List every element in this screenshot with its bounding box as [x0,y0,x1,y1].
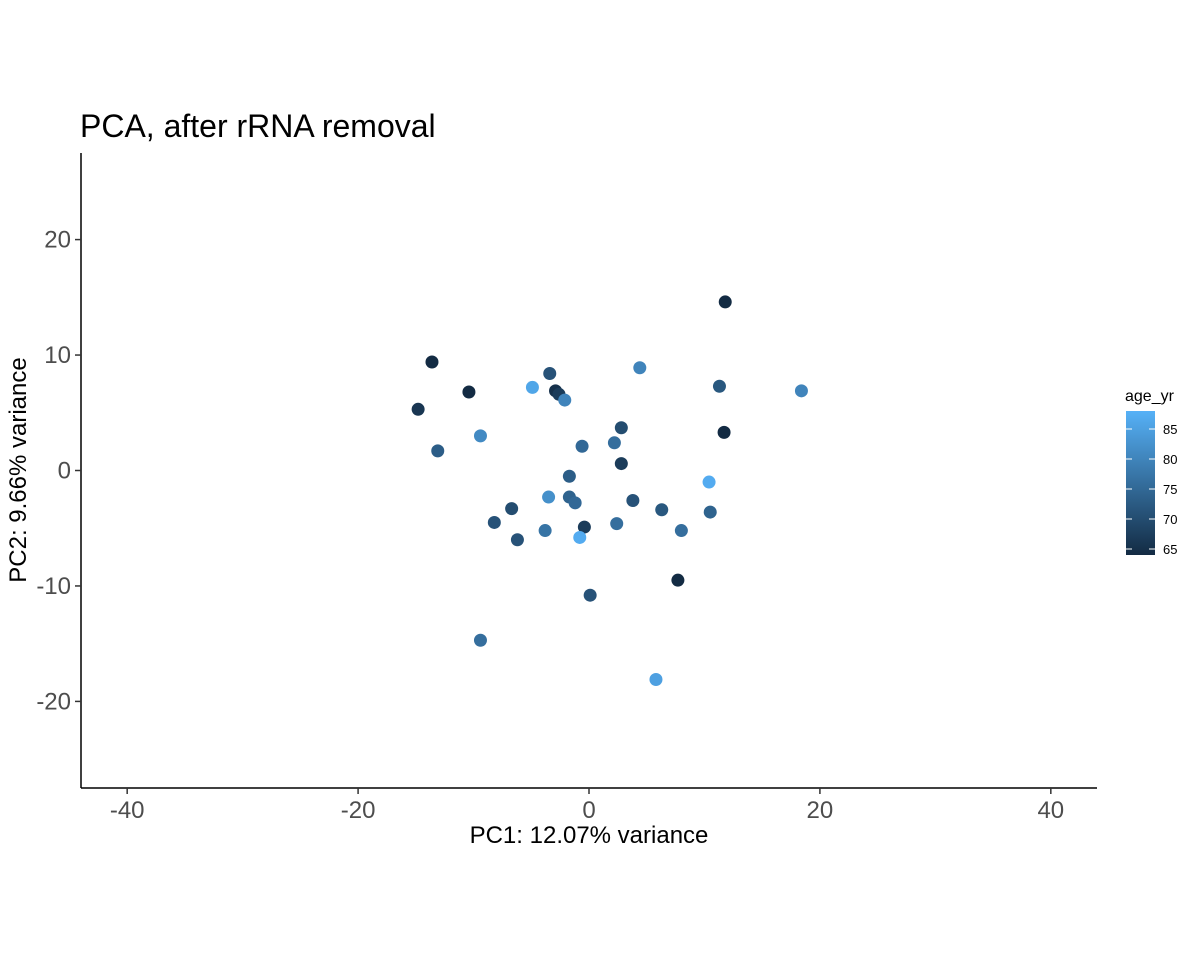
data-point [649,672,663,686]
data-point [462,385,476,399]
y-tick-label: -10 [36,573,71,600]
legend-ticks: 65 70 75 80 85 [1126,422,1177,557]
y-axis-title: PC2: 9.66% variance [5,357,32,582]
x-tick-label: 20 [807,797,834,824]
data-point [703,505,717,519]
data-point [614,457,628,471]
colorbar [1126,411,1155,555]
data-point [674,524,688,538]
legend-tick-label: 80 [1163,452,1177,467]
data-point [712,379,726,393]
data-point [542,490,556,504]
data-point [610,517,624,531]
data-point [607,436,621,450]
y-tick-label: 20 [44,227,71,254]
x-tick-label: -40 [110,797,145,824]
data-point [626,494,640,508]
data-point [487,515,501,529]
legend-tick-label: 70 [1163,512,1177,527]
data-point [718,295,732,309]
data-point [577,520,591,534]
data-point [473,429,487,443]
legend-tick-label: 75 [1163,482,1177,497]
data-point [425,355,439,369]
chart-title: PCA, after rRNA removal [80,108,436,144]
y-tick-label: 0 [58,458,71,485]
y-tick-label: -20 [36,688,71,715]
data-point [671,573,685,587]
data-point [633,361,647,375]
color-legend: age_yr 65 70 75 80 85 [1125,388,1177,557]
data-point [573,530,587,544]
data-point [411,402,425,416]
data-point [510,533,524,547]
data-point [702,475,716,489]
data-point [525,380,539,394]
data-point [505,502,519,516]
y-axis-ticks: -20 -10 0 10 20 [36,227,81,715]
legend-tick-label: 85 [1163,422,1177,437]
data-point [562,469,576,483]
data-point [558,393,572,407]
x-tick-label: 40 [1037,797,1064,824]
data-point [431,444,445,458]
x-axis-title: PC1: 12.07% variance [470,822,709,849]
data-point [583,588,597,602]
data-point [568,496,582,510]
x-axis-ticks: -40 -20 0 20 40 [110,788,1064,824]
legend-tick-label: 65 [1163,542,1177,557]
data-point [473,633,487,647]
data-point [614,421,628,435]
points-layer [411,295,808,686]
data-point [655,503,669,517]
legend-title: age_yr [1125,388,1175,405]
x-tick-label: 0 [582,797,595,824]
y-tick-label: 10 [44,342,71,369]
data-point [794,384,808,398]
data-point [575,439,589,453]
data-point [717,425,731,439]
data-point [543,367,557,381]
data-point [538,524,552,538]
x-tick-label: -20 [341,797,376,824]
